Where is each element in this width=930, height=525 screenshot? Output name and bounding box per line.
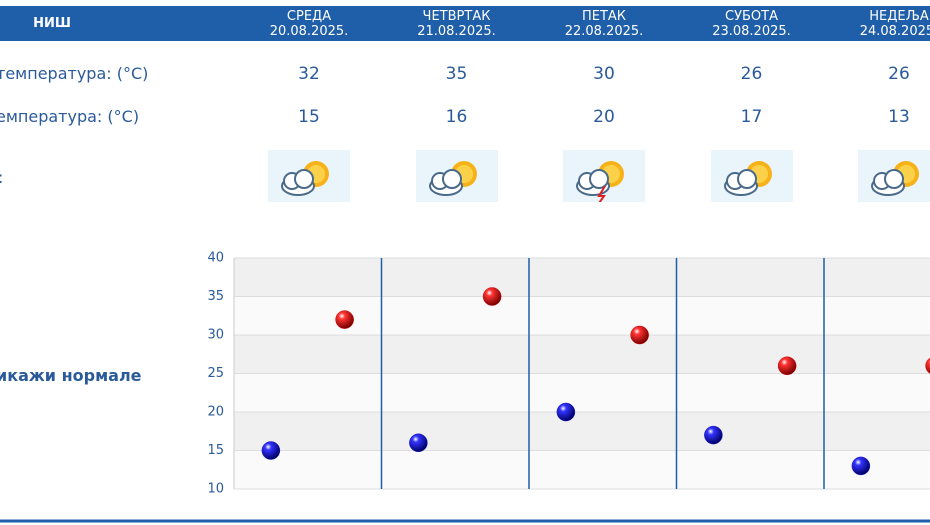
- point: [704, 425, 723, 445]
- day-date: 24.08.2025.: [859, 24, 930, 39]
- weather-icon: [415, 150, 498, 202]
- point: [925, 357, 930, 374]
- day-date: 22.08.2025.: [564, 24, 644, 39]
- grid-band: [234, 258, 930, 297]
- day-date: 21.08.2025.: [417, 24, 496, 39]
- point: [851, 456, 871, 476]
- weather-icon: [710, 150, 793, 202]
- row-label: емпература: (°C): [0, 107, 140, 126]
- cell: 17: [740, 107, 763, 127]
- weather-icon: [563, 150, 645, 207]
- y-tick-label: 30: [207, 328, 224, 343]
- cell: 30: [593, 64, 615, 84]
- location: НИШ: [33, 16, 71, 31]
- row-label: :: [0, 168, 3, 187]
- weather-icon: [268, 150, 350, 202]
- point: [630, 325, 649, 345]
- day-date: 23.08.2025.: [712, 24, 791, 39]
- y-tick-label: 25: [207, 366, 224, 381]
- point: [261, 441, 281, 460]
- day-name: ПЕТАК: [581, 9, 627, 24]
- y-tick-label: 15: [207, 443, 224, 458]
- cell: 35: [445, 64, 468, 84]
- y-tick-label: 40: [207, 251, 224, 266]
- day-name: НЕДЕЉА: [869, 9, 929, 24]
- day-name: ЧЕТВРТАК: [422, 9, 491, 24]
- grid-band: [234, 450, 930, 489]
- day-date: 20.08.2025.: [269, 24, 349, 39]
- weather-icon: [858, 150, 930, 202]
- y-tick-label: 20: [207, 405, 224, 420]
- header-bar: [0, 6, 930, 41]
- y-tick-label: 35: [207, 289, 224, 304]
- grid-band: [234, 296, 930, 335]
- point: [482, 287, 502, 306]
- point: [409, 433, 428, 453]
- cell: 15: [298, 107, 320, 127]
- point: [335, 310, 354, 329]
- cell: 26: [740, 64, 763, 84]
- cell: 26: [888, 64, 910, 84]
- cell: 16: [445, 107, 468, 127]
- cell: 13: [888, 107, 910, 127]
- row-label: температура: (°C): [0, 64, 149, 83]
- point: [777, 356, 797, 376]
- normals-link[interactable]: икажи нормале: [0, 366, 142, 385]
- day-name: СУБОТА: [725, 9, 778, 24]
- day-name: СРЕДА: [286, 9, 332, 24]
- point: [556, 402, 576, 422]
- grid-band: [234, 412, 930, 451]
- grid-band: [234, 335, 930, 374]
- grid-band: [234, 373, 930, 412]
- cell: 32: [298, 64, 320, 84]
- y-tick-label: 10: [207, 482, 224, 497]
- cell: 20: [593, 107, 615, 127]
